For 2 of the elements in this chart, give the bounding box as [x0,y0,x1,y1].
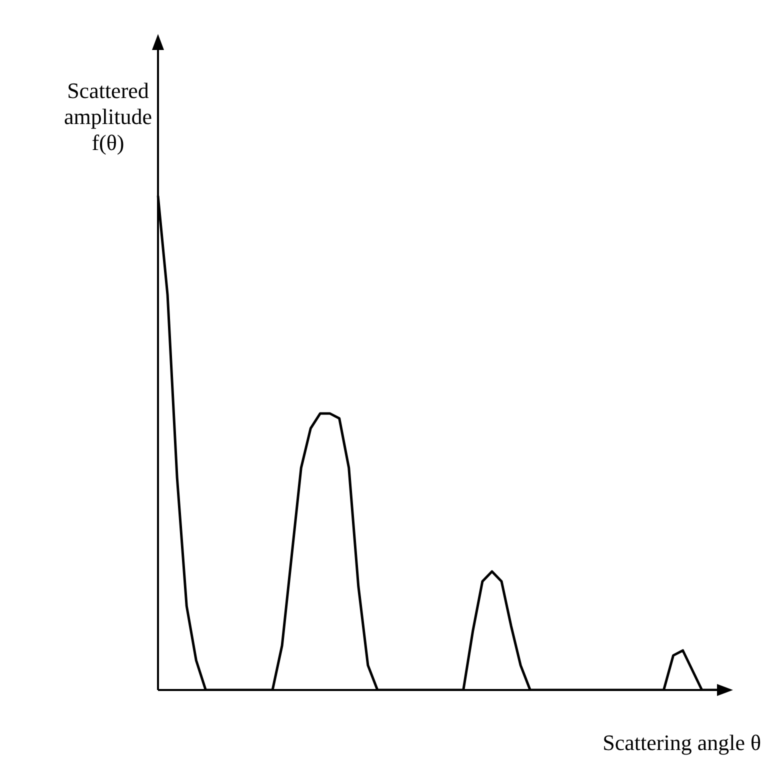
x-axis-title: Scattering angle θ [602,730,761,756]
y-axis-title: Scattered amplitude f(θ) [63,78,153,156]
